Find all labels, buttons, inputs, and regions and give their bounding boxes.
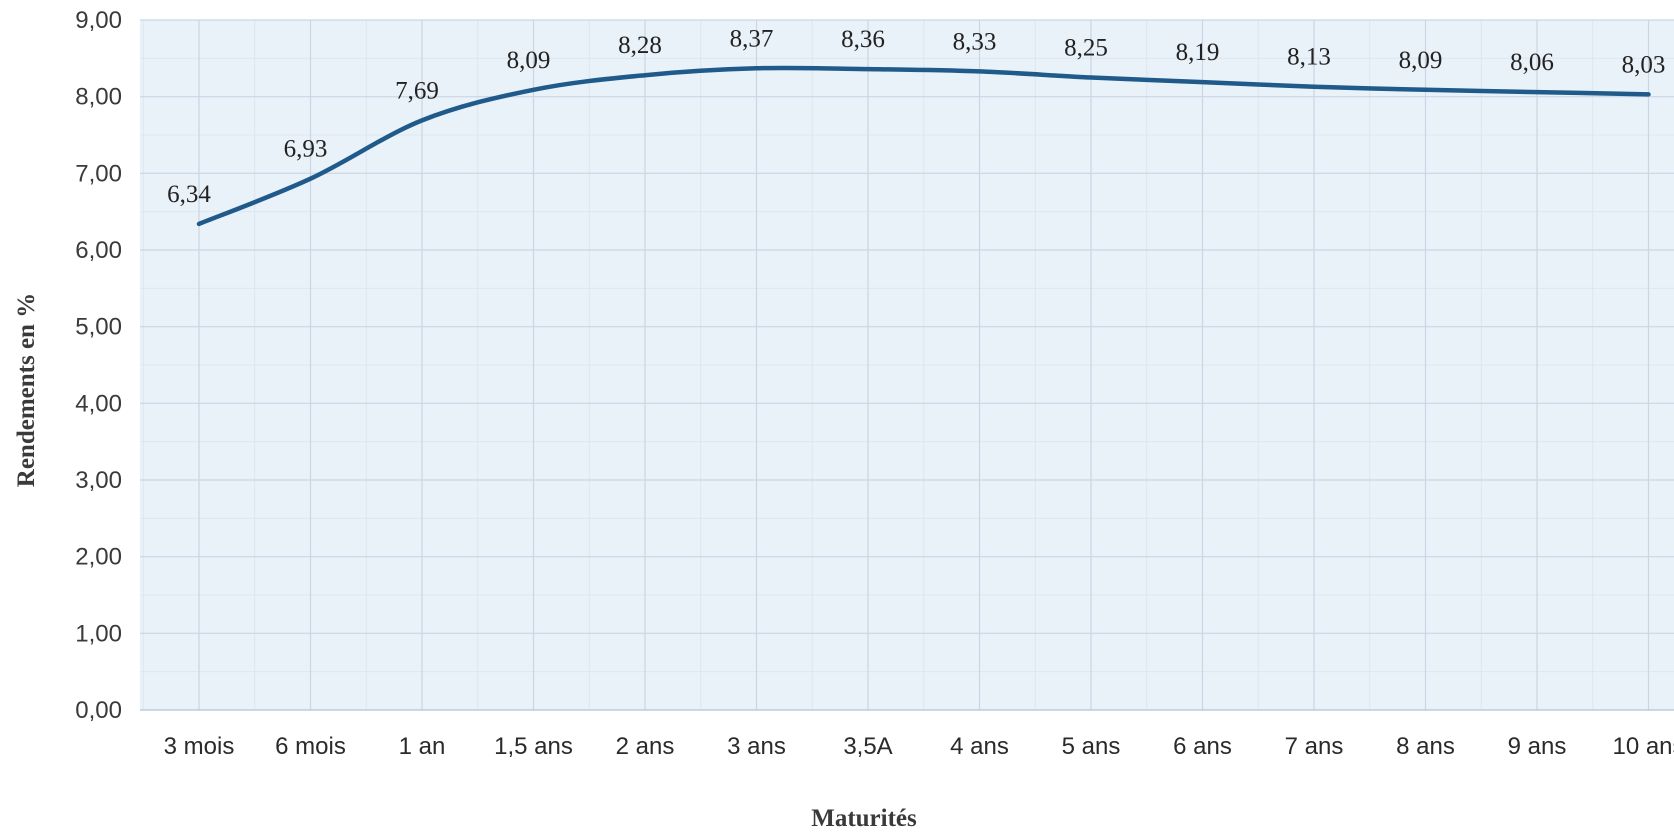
data-label: 8,28 [618, 32, 662, 59]
data-label: 8,33 [953, 28, 997, 55]
x-tick-label: 3,5A [843, 733, 892, 760]
y-tick-label: 7,00 [75, 160, 122, 187]
data-label: 6,34 [167, 181, 211, 208]
x-tick-label: 2 ans [616, 733, 675, 760]
x-axis-ticks: 3 mois 6 mois 1 an 1,5 ans 2 ans 3 ans 3,5A 4 a… [164, 733, 1674, 760]
data-label: 8,36 [841, 26, 885, 53]
x-axis-title: Maturités [811, 805, 917, 832]
major-gridlines [140, 19, 1674, 710]
x-tick-label: 1,5 ans [494, 733, 573, 760]
data-label: 8,09 [507, 47, 551, 74]
x-tick-label: 6 ans [1173, 733, 1232, 760]
x-tick-label: 6 mois [275, 733, 346, 760]
data-label: 8,25 [1064, 35, 1108, 62]
data-label: 8,19 [1176, 39, 1220, 66]
y-tick-label: 0,00 [75, 697, 122, 724]
x-tick-label: 10 ans [1612, 733, 1674, 760]
x-tick-label: 4 ans [950, 733, 1009, 760]
data-label: 8,37 [730, 25, 774, 52]
data-label: 8,03 [1622, 51, 1666, 78]
x-tick-label: 7 ans [1285, 733, 1344, 760]
y-tick-label: 2,00 [75, 544, 122, 571]
data-label: 7,69 [395, 77, 439, 104]
data-label: 8,13 [1287, 44, 1331, 71]
data-label: 8,06 [1510, 49, 1554, 76]
data-label: 8,09 [1399, 47, 1443, 74]
data-labels: 6,34 6,93 7,69 8,09 8,28 8,37 8,36 8,33 8,25 8,19… [167, 25, 1665, 208]
series-line [196, 65, 1651, 227]
y-axis-ticks: 0,00 1,00 2,00 3,00 4,00 5,00 6,00 7,00 8,00 9,00 [75, 7, 122, 724]
x-tick-label: 3 mois [164, 733, 235, 760]
y-tick-label: 8,00 [75, 84, 122, 111]
y-tick-label: 3,00 [75, 467, 122, 494]
data-label: 6,93 [284, 136, 328, 163]
y-tick-label: 5,00 [75, 314, 122, 341]
y-axis-title: Rendements en % [13, 293, 40, 487]
y-tick-label: 4,00 [75, 390, 122, 417]
x-tick-label: 5 ans [1062, 733, 1121, 760]
x-tick-label: 9 ans [1508, 733, 1567, 760]
y-tick-label: 9,00 [75, 7, 122, 34]
y-tick-label: 1,00 [75, 620, 122, 647]
x-tick-label: 8 ans [1396, 733, 1455, 760]
x-tick-label: 1 an [399, 733, 446, 760]
y-tick-label: 6,00 [75, 237, 122, 264]
x-tick-label: 3 ans [727, 733, 786, 760]
